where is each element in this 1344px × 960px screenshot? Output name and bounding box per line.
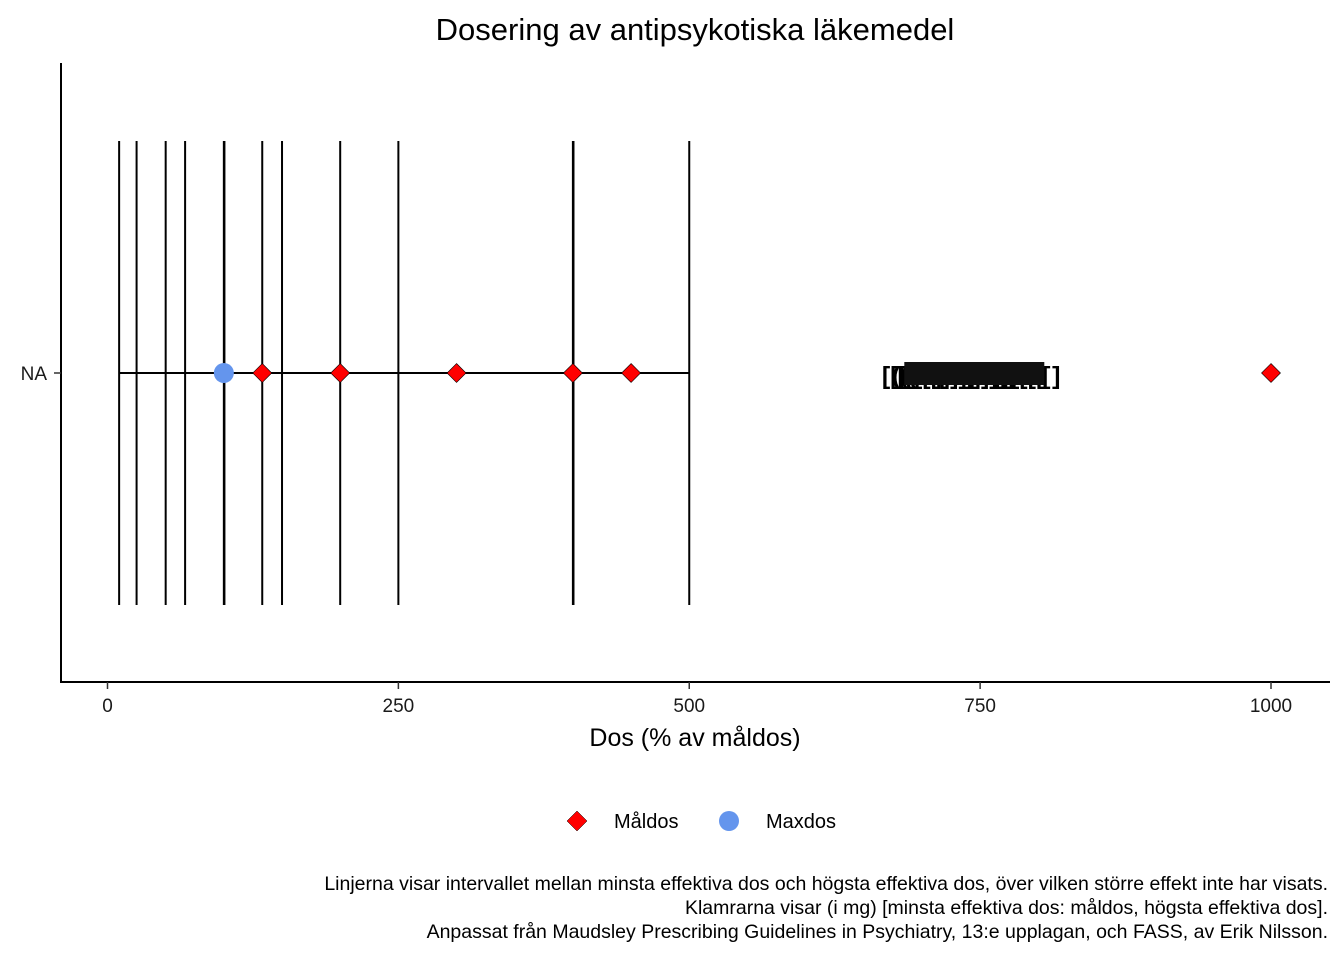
x-tick-label-2: 500 [673, 696, 705, 717]
point-maldos-4 [621, 363, 641, 383]
point-maxdos-0 [213, 363, 234, 383]
caption-line-2: Klamrarna visar (i mg) [minsta effektiva… [685, 897, 1328, 919]
legend: Måldos Maxdos [566, 810, 836, 833]
bracket-label-7: ] [1052, 362, 1060, 390]
caption-line-3: Anpassat från Maudsley Prescribing Guide… [427, 921, 1328, 943]
bracket-labels: [[[((([[[[[[]]]]]]]]]]][[[[[[[] [882, 362, 1060, 390]
plot-area: [[[((([[[[[[]]]]]]]]]]][[[[[[[] 02505007… [21, 63, 1330, 717]
x-tick-label-3: 750 [964, 696, 996, 717]
point-maldos-2 [446, 363, 467, 383]
legend-label-maxdos: Maxdos [766, 811, 836, 833]
x-axis-title: Dos (% av måldos) [589, 724, 800, 752]
caption: Linjerna visar intervallet mellan minsta… [324, 873, 1328, 943]
y-axis-ticks: NA [21, 364, 61, 385]
x-axis-ticks: 0 250 500 750 1000 [102, 682, 1292, 717]
x-tick-label-4: 1000 [1250, 696, 1292, 717]
caption-line-1: Linjerna visar intervallet mellan minsta… [324, 873, 1328, 895]
bracket-label-0: [[[ [882, 362, 908, 390]
point-maldos-3 [562, 363, 583, 383]
y-tick-label-0: NA [21, 364, 48, 385]
point-maldos-1 [330, 363, 351, 383]
legend-label-maldos: Måldos [614, 811, 678, 833]
bracket-label-6: [ [1042, 362, 1051, 390]
bracket-label-overlap [904, 362, 1045, 385]
point-maldos-0 [252, 363, 273, 383]
chart-title: Dosering av antipsykotiska läkemedel [436, 12, 955, 47]
data-points [213, 363, 1281, 383]
legend-maxdos-circle-icon [719, 811, 739, 831]
point-maldos-5 [1261, 363, 1281, 383]
legend-maldos-diamond-icon [566, 810, 588, 832]
x-tick-label-1: 250 [383, 696, 415, 717]
x-tick-label-0: 0 [102, 696, 113, 717]
